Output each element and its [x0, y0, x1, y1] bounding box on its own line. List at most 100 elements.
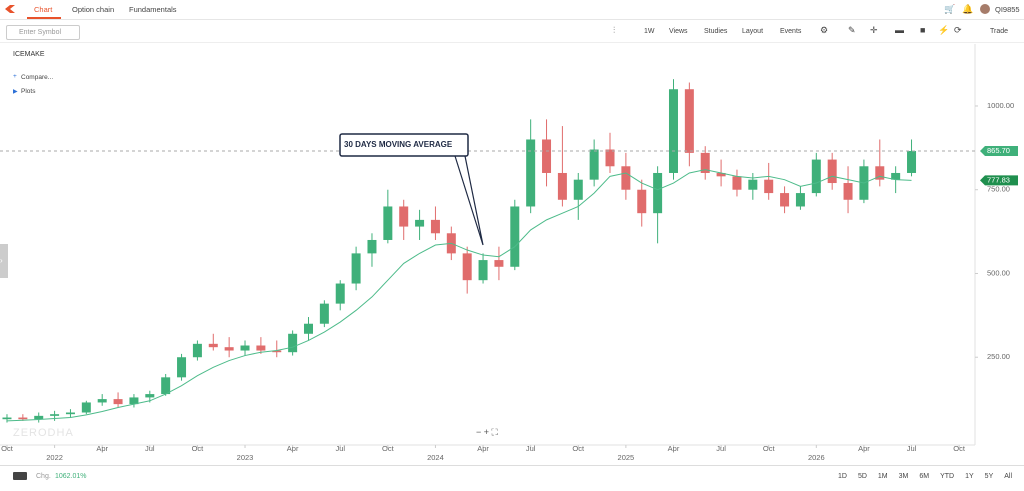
candle-body — [605, 149, 615, 167]
x-tick-label: Oct — [382, 444, 395, 453]
cart-icon[interactable]: 🛒 — [944, 4, 956, 14]
average-tag-label: 777.83 — [987, 175, 1010, 184]
range-button[interactable]: 3M — [898, 473, 909, 480]
compare-link[interactable]: Compare... — [21, 74, 54, 81]
candle-body — [875, 166, 885, 180]
candle-body — [478, 260, 488, 281]
candle-body — [351, 253, 361, 284]
tab[interactable]: Option chain — [72, 5, 115, 14]
menu[interactable]: Studies — [704, 28, 728, 35]
side-toggle[interactable]: › — [0, 244, 8, 278]
x-tick-label: Apr — [858, 444, 870, 453]
candle-body — [732, 176, 742, 190]
top-nav: Chart Option chain Fundamentals 🛒 🔔 QI98… — [0, 0, 1024, 20]
avatar[interactable] — [980, 4, 990, 14]
x-tick-label: Oct — [192, 444, 205, 453]
crosshair-icon[interactable]: ✛ — [870, 25, 878, 35]
x-tick-label: Apr — [668, 444, 680, 453]
price-tag — [980, 145, 1018, 156]
candle-body — [684, 89, 694, 153]
range-button[interactable]: 6M — [919, 473, 930, 480]
y-tick-label: 1000.00 — [987, 101, 1014, 110]
candle-body — [462, 253, 472, 281]
candle-body — [764, 179, 774, 194]
candle-body — [161, 377, 171, 395]
candle-body — [367, 239, 377, 254]
x-tick-label: 2026 — [808, 453, 825, 462]
candle-body — [288, 333, 298, 353]
watermark: ZERODHA — [13, 427, 74, 439]
range-button[interactable]: All — [1004, 473, 1013, 480]
plots-link[interactable]: Plots — [21, 88, 36, 95]
flash-icon[interactable]: ⚡ — [938, 25, 950, 35]
menu[interactable]: Layout — [742, 28, 764, 35]
candle-body — [811, 159, 821, 194]
settings-icon[interactable]: ⚙ — [820, 25, 829, 35]
candle-body — [827, 159, 837, 184]
user-id[interactable]: QI9855 — [995, 5, 1020, 14]
compare-plus: + — [13, 73, 17, 80]
candle-icon[interactable]: ⫶ — [613, 25, 616, 35]
candle-body — [303, 323, 313, 334]
candle-body — [716, 172, 726, 177]
search-box[interactable]: Enter Symbol — [6, 25, 80, 40]
price-tag-label: 865.70 — [987, 146, 1010, 155]
candle-body — [637, 189, 647, 214]
x-tick-label: Oct — [953, 444, 966, 453]
candle-body — [748, 179, 758, 190]
candle-body — [208, 343, 218, 348]
moving-average — [6, 169, 912, 422]
change-label: Chg. — [36, 473, 51, 480]
range-button[interactable]: 1Y — [965, 473, 974, 480]
candle-body — [621, 166, 631, 190]
annotation-pointer — [454, 155, 484, 246]
refresh-icon[interactable]: ⟳ — [954, 25, 962, 35]
candle-body — [668, 89, 678, 173]
y-tick-label: 500.00 — [987, 268, 1010, 277]
range-button[interactable]: 5Y — [984, 473, 994, 480]
candle-body — [34, 415, 44, 420]
x-tick-label: 2025 — [618, 453, 635, 462]
menu[interactable]: Events — [780, 28, 802, 35]
x-tick-label: 2022 — [46, 453, 63, 462]
candle-body — [780, 193, 790, 207]
camera-icon[interactable]: ■ — [920, 25, 926, 35]
range-button[interactable]: 1M — [877, 473, 888, 480]
range-button[interactable]: 5D — [857, 473, 867, 480]
candle-body — [843, 183, 853, 200]
tab[interactable]: Chart — [34, 5, 53, 14]
chat-icon[interactable]: ▬ — [895, 25, 904, 35]
range-button[interactable]: 1D — [838, 473, 847, 480]
x-tick-label: Jul — [145, 444, 155, 453]
candle-body — [256, 345, 266, 351]
candle-body — [907, 150, 917, 173]
candle-body — [589, 149, 599, 180]
toolbar: Enter Symbol ⫶ 1W Views Studies Layout E… — [0, 22, 1024, 43]
x-tick-label: Apr — [287, 444, 299, 453]
candle-body — [526, 139, 536, 207]
x-tick-label: Jul — [907, 444, 917, 453]
candle-body — [891, 172, 901, 180]
candle-body — [795, 193, 805, 207]
x-tick-label: Jul — [716, 444, 726, 453]
tab[interactable]: Fundamentals — [129, 5, 177, 14]
logo — [5, 5, 15, 13]
candle-body — [81, 402, 91, 413]
change-value: 1062.01% — [55, 473, 87, 480]
menu[interactable]: Views — [669, 28, 688, 35]
bell-icon[interactable]: 🔔 — [962, 4, 974, 14]
range-button[interactable]: YTD — [940, 473, 955, 480]
x-tick-label: Oct — [1, 444, 14, 453]
interval[interactable]: 1W — [644, 28, 655, 35]
candle-body — [542, 139, 552, 173]
candle-body — [399, 206, 409, 227]
zoom-controls[interactable]: − + ⛶ — [476, 427, 498, 437]
trade-button[interactable]: Trade — [990, 28, 1009, 35]
candle-body — [192, 343, 202, 358]
candle-body — [335, 283, 345, 304]
draw-icon[interactable]: ✎ — [848, 25, 856, 35]
keyboard-icon[interactable] — [13, 472, 27, 480]
candle-body — [272, 350, 282, 353]
